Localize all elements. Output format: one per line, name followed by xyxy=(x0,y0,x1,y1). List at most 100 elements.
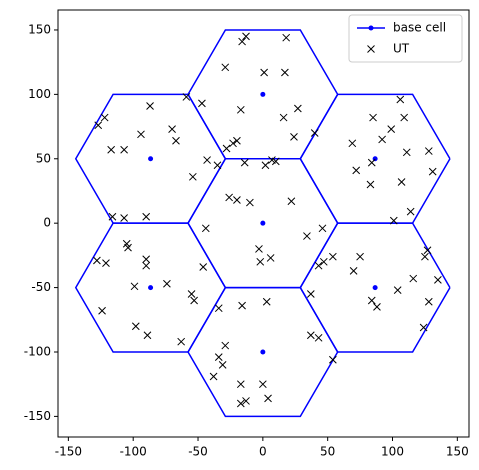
ut-marker xyxy=(229,139,237,148)
base-cell-point xyxy=(148,285,154,291)
marker-stroke xyxy=(421,252,429,261)
ut-marker xyxy=(397,178,406,186)
marker-stroke xyxy=(281,68,289,77)
base-cell-point xyxy=(260,91,266,97)
marker-stroke xyxy=(131,322,140,331)
marker-stroke xyxy=(319,257,328,266)
marker-stroke xyxy=(233,136,241,145)
marker-stroke xyxy=(137,130,145,139)
marker-stroke xyxy=(142,255,151,264)
marker-stroke xyxy=(264,394,272,403)
ut-marker xyxy=(400,113,409,122)
ut-marker xyxy=(348,139,357,148)
ut-marker xyxy=(146,102,154,110)
base-cell-point xyxy=(260,349,266,355)
ut-marker xyxy=(236,105,245,114)
marker-stroke xyxy=(329,355,337,364)
ut-marker xyxy=(282,33,291,42)
marker-stroke xyxy=(102,259,110,267)
ut-marker xyxy=(424,297,433,306)
ut-marker xyxy=(366,180,375,189)
marker-stroke xyxy=(314,261,323,270)
marker-stroke xyxy=(367,296,376,305)
marker-stroke xyxy=(142,261,151,270)
ut-marker xyxy=(172,136,180,145)
marker-stroke xyxy=(310,129,319,137)
base-cell-point xyxy=(372,285,378,291)
marker-stroke xyxy=(236,380,245,389)
ut-marker xyxy=(423,246,432,255)
marker-stroke xyxy=(172,136,180,145)
ut-marker xyxy=(182,93,191,101)
marker-stroke xyxy=(409,274,418,283)
ut-marker xyxy=(240,158,249,167)
marker-stroke xyxy=(242,32,250,41)
marker-stroke xyxy=(188,172,197,181)
ut-marker xyxy=(369,113,377,122)
ut-marker xyxy=(225,193,233,202)
ut-marker xyxy=(387,125,396,134)
x-tick-label: -50 xyxy=(188,445,208,459)
ut-marker xyxy=(310,129,319,137)
cell-hexagon xyxy=(299,222,451,353)
ut-marker xyxy=(143,331,152,340)
marker-stroke xyxy=(424,297,433,306)
marker-stroke xyxy=(306,331,315,340)
ut-marker xyxy=(260,68,269,77)
marker-stroke xyxy=(221,341,230,350)
ut-marker xyxy=(256,257,265,266)
x-tick-label: -100 xyxy=(120,445,147,459)
marker-stroke xyxy=(352,166,361,175)
x-tick-label: 50 xyxy=(320,445,335,459)
y-tick-label: 50 xyxy=(36,151,51,165)
ut-marker xyxy=(213,161,222,170)
ut-marker xyxy=(218,361,227,369)
ut-marker xyxy=(214,353,223,361)
ut-marker xyxy=(281,68,289,77)
ut-marker xyxy=(290,133,298,141)
marker-stroke xyxy=(201,224,210,233)
ut-marker xyxy=(142,212,151,221)
marker-stroke xyxy=(94,121,103,130)
legend-box xyxy=(348,14,463,63)
ut-marker xyxy=(367,296,376,305)
ut-marker xyxy=(349,266,358,275)
legend: base cell UT xyxy=(348,14,463,63)
marker-stroke xyxy=(163,279,171,288)
marker-stroke xyxy=(222,144,231,153)
ut-marker xyxy=(271,157,280,166)
x-tick-label: -150 xyxy=(55,445,82,459)
x-tick-label: 0 xyxy=(259,445,267,459)
marker-stroke xyxy=(279,113,288,122)
ut-marker xyxy=(406,207,415,216)
y-tick-label: -50 xyxy=(31,280,51,294)
ut-marker xyxy=(242,32,250,41)
ut-marker xyxy=(94,121,103,130)
marker-stroke xyxy=(369,113,377,122)
y-tick-label: 0 xyxy=(43,216,51,230)
marker-stroke xyxy=(387,125,396,134)
cell-hexagon xyxy=(74,222,227,353)
ut-marker xyxy=(266,254,275,262)
ut-marker xyxy=(221,341,230,350)
marker-stroke xyxy=(402,148,411,157)
ut-marker xyxy=(402,148,411,157)
marker-stroke xyxy=(348,139,357,148)
marker-stroke xyxy=(142,212,151,221)
marker-stroke xyxy=(218,361,227,369)
ut-marker xyxy=(130,282,139,291)
ut-marker xyxy=(356,252,364,261)
ut-marker xyxy=(108,212,117,221)
marker-stroke xyxy=(419,323,428,332)
ut-marker xyxy=(264,394,272,403)
ut-marker xyxy=(294,104,302,113)
legend-label: base cell xyxy=(393,21,446,35)
ut-marker xyxy=(262,297,271,306)
ut-marker xyxy=(203,156,211,164)
ut-marker xyxy=(137,130,145,139)
ut-marker xyxy=(246,198,254,207)
marker-stroke xyxy=(373,303,381,311)
base-cell-point xyxy=(148,156,154,162)
marker-stroke xyxy=(130,282,139,291)
